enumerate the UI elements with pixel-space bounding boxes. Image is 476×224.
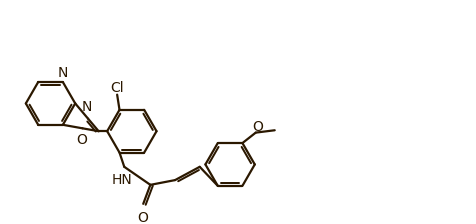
Text: O: O	[253, 120, 264, 134]
Text: Cl: Cl	[110, 82, 124, 95]
Text: HN: HN	[111, 172, 132, 187]
Text: O: O	[76, 133, 87, 147]
Text: N: N	[58, 66, 68, 80]
Text: N: N	[81, 100, 92, 114]
Text: O: O	[137, 211, 148, 224]
